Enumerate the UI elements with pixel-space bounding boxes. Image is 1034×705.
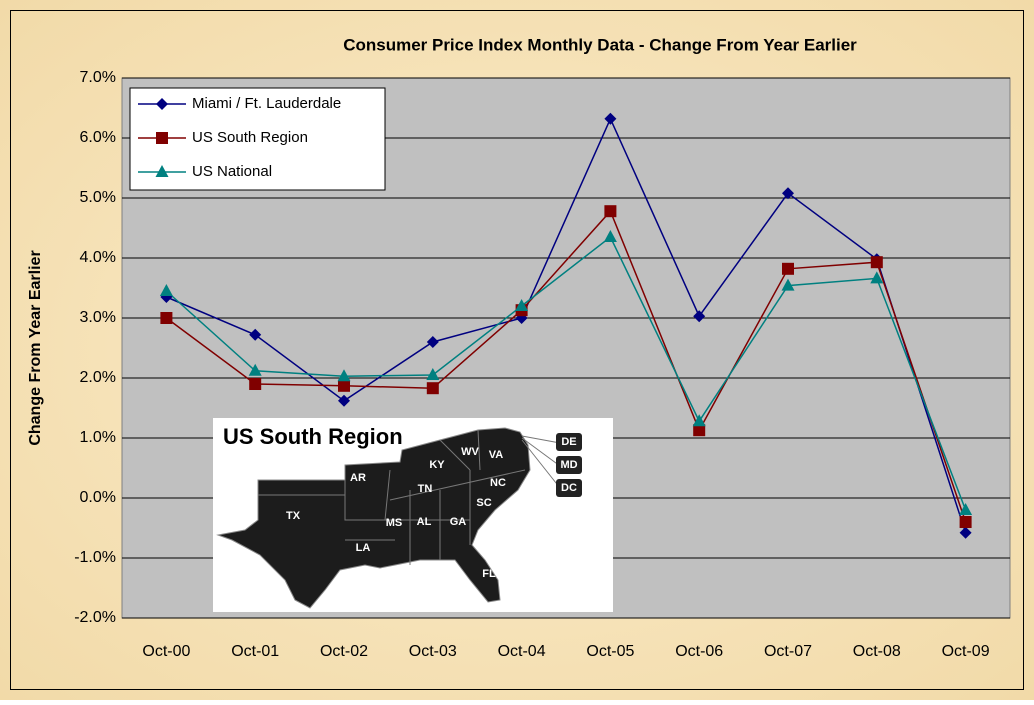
marker	[693, 424, 706, 437]
marker	[248, 363, 262, 376]
legend-box	[129, 87, 386, 191]
x-tick-label: Oct-05	[586, 643, 634, 660]
state-label: NC	[490, 477, 506, 489]
marker	[959, 503, 973, 515]
state-label: GA	[450, 516, 467, 528]
state-label: DE	[561, 436, 576, 448]
y-tick-label: 5.0%	[80, 189, 116, 206]
marker	[782, 262, 794, 275]
region-shape	[216, 427, 531, 609]
marker	[870, 271, 884, 284]
chart-title: Consumer Price Index Monthly Data - Chan…	[343, 35, 857, 54]
marker	[249, 328, 262, 341]
inset-title: US South Region	[223, 424, 403, 449]
marker	[156, 98, 168, 110]
state-label: OK	[306, 462, 323, 474]
marker	[870, 256, 883, 269]
marker	[338, 379, 350, 392]
y-tick-label: -2.0%	[74, 609, 116, 626]
state-label: AR	[350, 472, 366, 484]
state-label: LA	[356, 542, 371, 554]
y-axis-label: Change From Year Earlier	[27, 250, 44, 445]
marker	[337, 369, 351, 382]
state-label: MS	[386, 517, 403, 529]
marker	[426, 368, 440, 380]
y-tick-label: 1.0%	[80, 429, 116, 446]
map-inset: US South Region OK AR TX LA MS AL GA TN KY WV VA NC…	[213, 418, 613, 612]
marker	[249, 378, 262, 390]
x-tick-label: Oct-03	[409, 643, 457, 660]
legend-label: US South Region	[192, 129, 308, 146]
y-tick-label: 0.0%	[80, 489, 116, 506]
y-tick-label: 7.0%	[80, 69, 116, 86]
x-tick-label: Oct-02	[320, 643, 368, 660]
marker	[782, 187, 794, 200]
state-label: FL	[482, 568, 496, 580]
callout-box	[556, 433, 582, 451]
state-label: AL	[417, 516, 432, 528]
series	[159, 112, 973, 539]
x-tick-label: Oct-01	[231, 643, 279, 660]
y-tick-label: 3.0%	[80, 309, 116, 326]
x-tick-label: Oct-04	[498, 643, 546, 660]
state-label: DC	[561, 482, 577, 494]
x-tick-label: Oct-07	[764, 643, 812, 660]
y-tick-label: 4.0%	[80, 249, 116, 266]
callout-box	[556, 479, 582, 497]
marker	[338, 394, 350, 407]
marker	[426, 336, 439, 348]
y-tick-label: -1.0%	[74, 549, 116, 566]
y-tick-label: 2.0%	[80, 369, 116, 386]
marker	[603, 230, 617, 242]
state-label: TX	[286, 510, 301, 522]
series-line	[166, 116, 967, 534]
marker	[781, 278, 795, 291]
marker	[159, 284, 173, 296]
chart-frame	[10, 10, 1024, 690]
state-label: MD	[560, 459, 577, 471]
marker	[604, 205, 617, 218]
y-tick-label: 6.0%	[80, 129, 116, 146]
marker	[155, 165, 169, 177]
series-line	[165, 209, 967, 523]
callout-lines	[521, 435, 561, 489]
marker	[160, 312, 173, 324]
marker	[693, 310, 706, 323]
state-label: WV	[461, 446, 479, 458]
callout-box	[556, 456, 582, 474]
x-tick-label: Oct-00	[142, 643, 190, 660]
marker	[515, 299, 529, 311]
legend-label: US National	[192, 163, 272, 180]
marker	[426, 382, 439, 395]
marker	[959, 526, 972, 539]
state-borders	[258, 429, 526, 565]
x-tick-label: Oct-06	[675, 643, 723, 660]
x-tick-label: Oct-09	[942, 643, 990, 660]
legend: Miami / Ft. Lauderdale US South Region US …	[129, 87, 386, 191]
state-label: KY	[429, 459, 445, 471]
marker	[692, 414, 706, 427]
state-label: VA	[489, 449, 504, 461]
series-line	[165, 235, 967, 511]
state-label: TN	[418, 483, 433, 495]
marker	[959, 516, 972, 528]
legend-label: Miami / Ft. Lauderdale	[192, 95, 341, 112]
x-tick-label: Oct-08	[853, 643, 901, 660]
state-label: SC	[476, 497, 491, 509]
marker	[156, 132, 168, 144]
marker	[604, 112, 617, 125]
